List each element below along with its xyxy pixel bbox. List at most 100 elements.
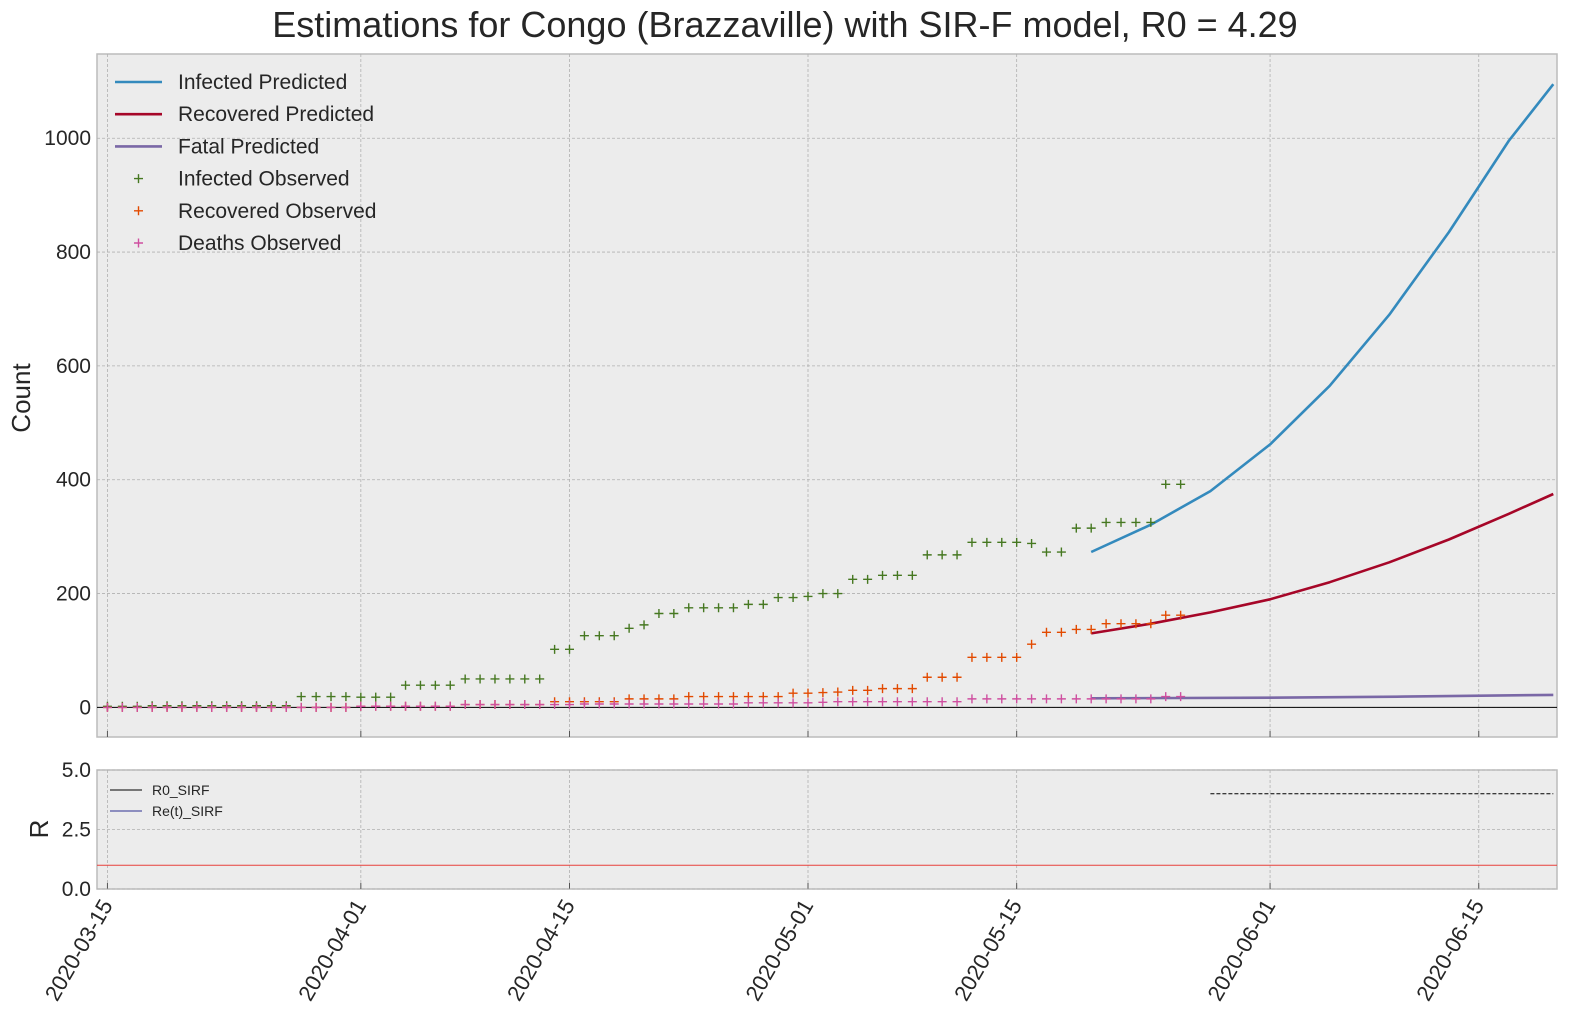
marker-deaths-observed [1116, 694, 1126, 704]
marker-deaths-observed [878, 697, 888, 707]
legend-swatch [134, 174, 143, 184]
marker-deaths-observed [922, 697, 932, 707]
marker-infected-observed [1101, 517, 1111, 527]
marker-recovered-observed [1146, 619, 1156, 629]
marker-deaths-observed [341, 702, 351, 712]
marker-deaths-observed [743, 698, 753, 708]
marker-recovered-observed [878, 684, 888, 694]
legend-label: Deaths Observed [178, 232, 341, 255]
marker-recovered-observed [863, 685, 873, 695]
marker-recovered-observed [848, 685, 858, 695]
marker-infected-observed [967, 537, 977, 547]
marker-infected-observed [445, 680, 455, 690]
marker-infected-observed [937, 550, 947, 560]
marker-deaths-observed [1027, 694, 1037, 704]
marker-infected-observed [579, 631, 589, 641]
marker-deaths-observed [550, 700, 560, 710]
marker-infected-observed [1012, 537, 1022, 547]
marker-infected-observed [550, 644, 560, 654]
marker-deaths-observed [535, 700, 545, 710]
marker-infected-observed [594, 631, 604, 641]
marker-deaths-observed [654, 699, 664, 709]
marker-infected-observed [639, 620, 649, 630]
marker-recovered-observed [788, 688, 798, 698]
marker-infected-observed [997, 537, 1007, 547]
marker-deaths-observed [609, 699, 619, 709]
marker-infected-observed [341, 692, 351, 702]
marker-recovered-observed [833, 687, 843, 697]
marker-deaths-observed [758, 698, 768, 708]
legend-label: Fatal Predicted [178, 135, 319, 158]
marker-infected-observed [982, 537, 992, 547]
marker-deaths-observed [490, 700, 500, 710]
marker-infected-observed [296, 692, 306, 702]
marker-deaths-observed [714, 699, 724, 709]
y-tick-label-main: 400 [56, 469, 91, 492]
marker-infected-observed [714, 603, 724, 613]
marker-recovered-observed [1056, 627, 1066, 637]
marker-recovered-observed [1041, 627, 1051, 637]
y-axis-label-r: R [24, 820, 54, 839]
marker-deaths-observed [1131, 694, 1141, 704]
marker-deaths-observed [401, 701, 411, 711]
x-ticks: 2020-03-15 2020-04-01 2020-04-15 2020-05-01… [40, 895, 1489, 1005]
marker-deaths-observed [251, 702, 261, 712]
legend-label: Recovered Predicted [178, 103, 374, 126]
marker-infected-observed [371, 692, 381, 702]
marker-deaths-observed [982, 694, 992, 704]
marker-deaths-observed [371, 701, 381, 711]
marker-deaths-observed [386, 701, 396, 711]
marker-deaths-observed [1056, 694, 1066, 704]
y-tick-label-r: 5.0 [62, 759, 91, 782]
marker-recovered-observed [982, 652, 992, 662]
marker-deaths-observed [803, 698, 813, 708]
marker-infected-observed [1116, 517, 1126, 527]
marker-deaths-observed [207, 702, 217, 712]
marker-infected-observed [654, 608, 664, 618]
marker-infected-observed [520, 674, 530, 684]
marker-infected-observed [535, 674, 545, 684]
marker-deaths-observed [728, 699, 738, 709]
marker-deaths-observed [579, 699, 589, 709]
marker-infected-observed [565, 644, 575, 654]
legend-label: Recovered Observed [178, 200, 376, 223]
marker-infected-observed [1161, 479, 1171, 489]
y-tick-label-main: 200 [56, 583, 91, 606]
main-plot-series [102, 83, 1555, 712]
marker-deaths-observed [1041, 694, 1051, 704]
marker-infected-observed [892, 570, 902, 580]
x-tick-label: 2020-03-15 [40, 895, 118, 1005]
y-axis-label-count: Count [6, 363, 36, 433]
marker-recovered-observed [1071, 624, 1081, 634]
marker-infected-observed [669, 608, 679, 618]
marker-infected-observed [684, 603, 694, 613]
marker-recovered-observed [818, 688, 828, 698]
x-tick-label: 2020-04-15 [502, 895, 580, 1005]
r-y-ticks: 0.0 2.5 5.0 [62, 759, 91, 901]
marker-recovered-observed [967, 652, 977, 662]
marker-deaths-observed [952, 697, 962, 707]
y-tick-label-r: 2.5 [62, 819, 91, 842]
marker-recovered-observed [952, 672, 962, 682]
marker-deaths-observed [863, 697, 873, 707]
marker-deaths-observed [565, 700, 575, 710]
marker-infected-observed [1041, 547, 1051, 557]
legend-label: Re(t)_SIRF [152, 803, 223, 819]
r-plot: 0.0 2.5 5.0 R R0_SIRF Re(t)_SIRF 2020-03-15… [24, 759, 1558, 1005]
marker-infected-observed [415, 680, 425, 690]
marker-infected-observed [878, 570, 888, 580]
marker-deaths-observed [296, 702, 306, 712]
marker-deaths-observed [669, 699, 679, 709]
marker-recovered-observed [803, 688, 813, 698]
marker-infected-observed [818, 589, 828, 599]
marker-deaths-observed [624, 699, 634, 709]
marker-deaths-observed [132, 702, 142, 712]
marker-deaths-observed [445, 701, 455, 711]
marker-infected-observed [952, 550, 962, 560]
main-legend: Infected Predicted Recovered Predicted Fat… [115, 71, 376, 255]
marker-recovered-observed [892, 684, 902, 694]
marker-deaths-observed [848, 697, 858, 707]
marker-infected-observed [1131, 517, 1141, 527]
y-tick-label-r: 0.0 [62, 878, 91, 901]
